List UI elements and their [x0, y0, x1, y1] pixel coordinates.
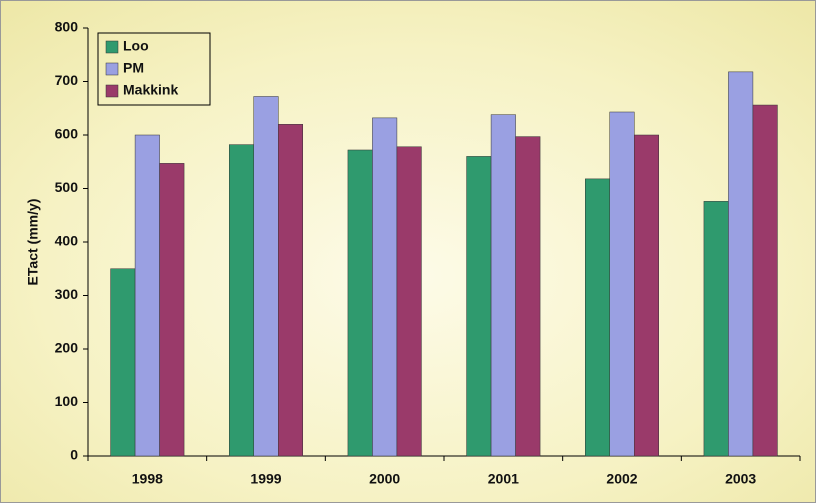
bar [634, 134, 659, 457]
y-tick-label: 700 [55, 72, 79, 88]
bar [515, 136, 541, 457]
legend-label: Makkink [123, 82, 178, 98]
legend-label: PM [123, 60, 144, 76]
y-tick-label: 800 [55, 19, 79, 35]
x-tick-label: 1998 [132, 471, 163, 487]
legend-label: Loo [123, 38, 149, 54]
x-tick-label: 2002 [606, 471, 637, 487]
bar [728, 71, 754, 457]
x-tick-label: 1999 [250, 471, 281, 487]
bar [372, 117, 398, 457]
bar [703, 201, 729, 457]
bar [585, 178, 610, 457]
bar [159, 163, 185, 457]
bar [253, 96, 279, 457]
bar [396, 146, 422, 457]
bar [347, 149, 373, 457]
x-tick-label: 2003 [725, 471, 756, 487]
y-tick-label: 200 [55, 340, 79, 356]
legend-box [97, 32, 211, 106]
bar [752, 104, 778, 457]
bar [229, 144, 254, 457]
bar [134, 134, 160, 457]
bar [466, 156, 492, 457]
y-tick-label: 100 [55, 393, 79, 409]
bar [490, 114, 516, 457]
y-tick-label: 400 [55, 233, 79, 249]
bar [609, 111, 635, 457]
bar [278, 124, 303, 457]
y-tick-label: 600 [55, 126, 79, 142]
x-tick-label: 2001 [488, 471, 519, 487]
bar [110, 268, 136, 457]
y-tick-label: 0 [70, 447, 78, 463]
y-tick-label: 500 [55, 179, 79, 195]
legend-swatch [105, 62, 119, 76]
legend-swatch [105, 84, 119, 98]
legend-swatch [105, 40, 119, 54]
y-tick-label: 300 [55, 286, 79, 302]
y-axis-label: ETact (mm/y) [25, 199, 41, 286]
x-tick-label: 2000 [369, 471, 400, 487]
